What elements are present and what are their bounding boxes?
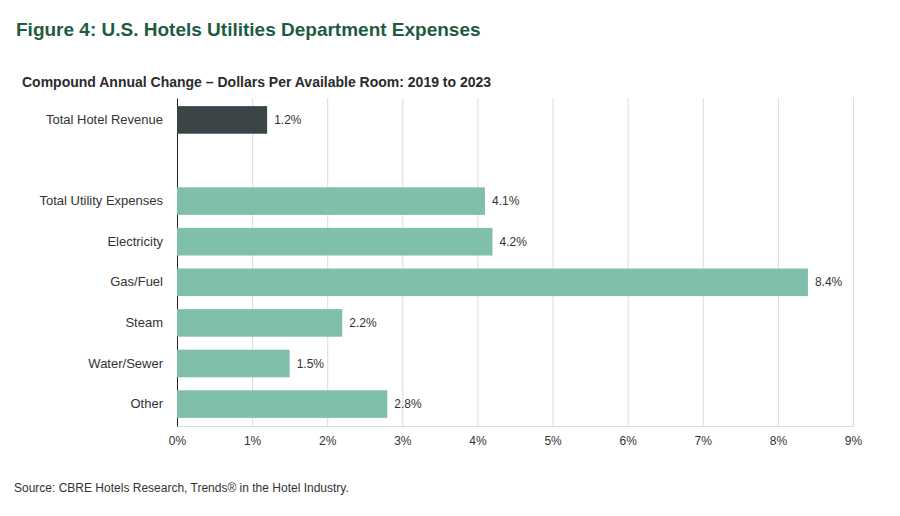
bar	[177, 187, 485, 215]
x-tick-label: 9%	[845, 434, 863, 448]
data-labels: 1.2% 4.1% 4.2% 8.4% 2.2% 1.5% 2.8%	[274, 113, 842, 411]
y-tick: Gas/Fuel	[110, 274, 177, 289]
x-tick-label: 3%	[394, 434, 412, 448]
bars	[177, 106, 808, 418]
data-label: 2.2%	[349, 316, 377, 330]
grid-line	[402, 98, 403, 426]
x-tick-label: 1%	[244, 434, 262, 448]
x-tick-label: 2%	[319, 434, 337, 448]
data-label: 8.4%	[815, 275, 843, 289]
title: Figure 4: U.S. Hotels Utilities Departme…	[16, 19, 481, 40]
source: Source: CBRE Hotels Research, Trends® in…	[14, 481, 349, 495]
y-tick-label: Electricity	[107, 234, 163, 249]
bar	[177, 106, 267, 134]
y-axis-line	[177, 99, 178, 427]
y-tick-label: Total Utility Expenses	[39, 193, 163, 208]
y-tick-label: Water/Sewer	[88, 356, 163, 371]
y-tick: Steam	[125, 315, 177, 330]
x-tick: 9%	[845, 98, 863, 448]
x-tick-label: 8%	[770, 434, 788, 448]
x-tick-label: 4%	[469, 434, 487, 448]
x-tick-label: 5%	[544, 434, 562, 448]
data-label: 2.8%	[394, 397, 422, 411]
y-tick: Total Utility Expenses	[39, 193, 177, 208]
data-label: 1.2%	[274, 113, 302, 127]
grid-line	[327, 98, 328, 426]
y-tick: Other	[130, 396, 177, 411]
x-tick-label: 0%	[169, 434, 187, 448]
grid-line	[477, 98, 478, 426]
bar	[177, 228, 492, 256]
x-axis: 0% 1% 2% 3% 4% 5% 6% 7% 8% 9%	[169, 98, 863, 448]
grid-line	[703, 98, 704, 426]
bar	[177, 268, 808, 296]
subtitle: Compound Annual Change – Dollars Per Ava…	[22, 74, 491, 90]
grid-line	[778, 98, 779, 426]
y-axis: Total Hotel Revenue Total Utility Expense…	[39, 99, 177, 427]
y-tick-label: Steam	[125, 315, 163, 330]
bar	[177, 309, 342, 337]
y-tick: Water/Sewer	[88, 356, 177, 371]
bar	[177, 350, 290, 378]
data-label: 1.5%	[297, 357, 325, 371]
y-tick-label: Total Hotel Revenue	[46, 112, 163, 127]
grid-line	[628, 98, 629, 426]
data-label: 4.1%	[492, 194, 520, 208]
grid-line	[853, 98, 854, 426]
x-tick-label: 7%	[695, 434, 713, 448]
chart: Figure 4: U.S. Hotels Utilities Departme…	[0, 0, 900, 516]
x-tick-label: 6%	[619, 434, 637, 448]
x-axis-line	[178, 98, 854, 427]
grid-line	[553, 98, 554, 426]
y-tick-label: Gas/Fuel	[110, 274, 163, 289]
bar	[177, 390, 387, 418]
y-tick: Total Hotel Revenue	[46, 112, 177, 127]
y-tick-label: Other	[130, 396, 163, 411]
y-tick: Electricity	[107, 234, 177, 249]
data-label: 4.2%	[499, 235, 527, 249]
